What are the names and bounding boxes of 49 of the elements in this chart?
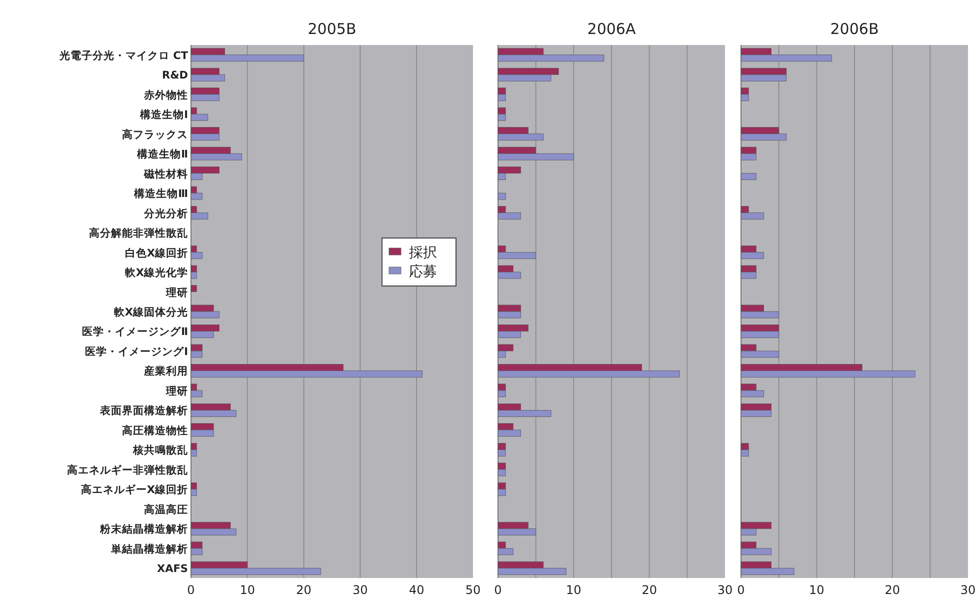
y-tick-label: 光電子分光・マイクロ CT [58, 48, 189, 62]
y-tick-label: 高圧構造物性 [122, 424, 188, 437]
y-tick-label: 高フラックス [122, 128, 188, 141]
y-tick-label: 産業利用 [143, 364, 188, 378]
x-tick-label: 0 [737, 583, 745, 597]
x-tick-label: 50 [465, 583, 481, 597]
y-tick-label: 医学・イメージングⅠ [85, 344, 188, 358]
x-tick-label: 0 [494, 583, 502, 597]
legend-label: 応募 [409, 264, 437, 280]
x-tick-label: 10 [566, 583, 582, 597]
y-tick-label: 軟X線光化学 [124, 266, 188, 280]
y-tick-label: 軟X線固体分光 [112, 306, 188, 318]
y-tick-label: 磁性材料 [143, 167, 188, 180]
y-tick-label: 赤外物性 [143, 88, 188, 102]
y-tick-label: 単結晶構造解析 [110, 542, 188, 556]
bar [498, 192, 506, 200]
y-tick-label: R&D [162, 70, 188, 82]
y-tick-label: 高分解能非弾性散乱 [89, 226, 188, 240]
y-tick-label: 構造生物Ⅱ [136, 148, 188, 161]
y-tick-label: 構造生物Ⅰ [139, 108, 188, 122]
y-tick-label: 粉末結晶構造解析 [99, 522, 188, 536]
y-tick-label: 理研 [165, 385, 188, 398]
bar [740, 173, 756, 180]
y-tick-label: XAFS [157, 563, 188, 576]
y-tick-label: 高温高圧 [144, 502, 188, 516]
x-tick-label: 30 [717, 583, 733, 597]
x-tick-label: 30 [352, 583, 368, 597]
x-tick-label: 20 [642, 583, 657, 597]
y-tick-label: 高エネルギー非弾性散乱 [67, 463, 188, 476]
x-tick-label: 30 [960, 583, 976, 597]
x-tick-label: 10 [240, 583, 256, 597]
bar [190, 285, 197, 292]
x-tick-label: 20 [296, 583, 312, 597]
y-tick-label: 医学・イメージングⅡ [82, 325, 188, 338]
y-tick-label: 高エネルギーX線回折 [80, 483, 188, 496]
y-tick-label: 理研 [165, 286, 188, 299]
x-tick-label: 10 [809, 583, 824, 597]
chart-title: 2006A [587, 20, 636, 38]
legend-label: 採択 [409, 245, 437, 261]
y-tick-label: 構造生物Ⅲ [133, 187, 188, 200]
chart-title: 2005B [308, 20, 356, 38]
y-tick-label: 表面界面構造解析 [99, 404, 188, 418]
x-tick-label: 40 [408, 583, 424, 597]
y-tick-label: 白色X線回折 [124, 246, 188, 260]
x-tick-label: 20 [884, 583, 900, 597]
x-tick-label: 0 [187, 583, 195, 597]
y-tick-label: 分光分析 [143, 206, 188, 220]
y-tick-label: 核共鳴散乱 [132, 444, 188, 457]
chart-title: 2006B [830, 20, 879, 38]
